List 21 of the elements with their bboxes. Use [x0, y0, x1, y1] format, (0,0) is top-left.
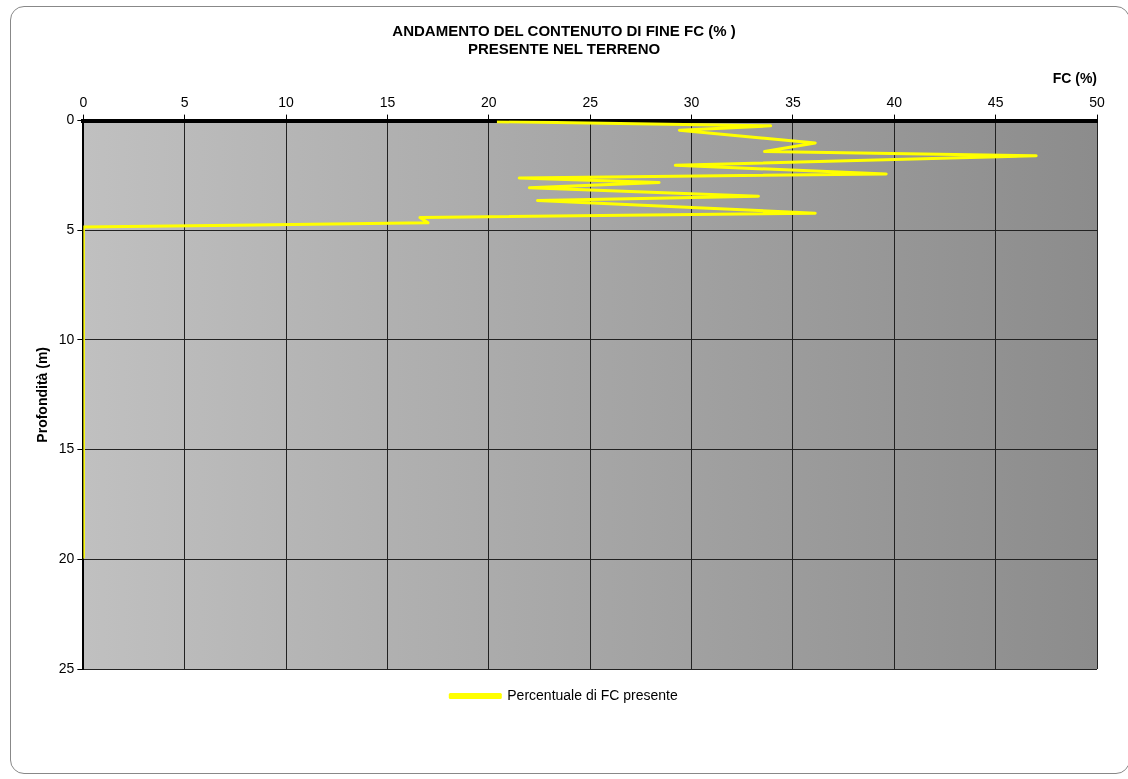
y-tick-label: 10 — [58, 330, 75, 347]
x-tick-label: 25 — [582, 94, 599, 111]
y-tick-label: 15 — [58, 440, 75, 457]
y-axis-title: Profondità (m) — [34, 346, 51, 443]
y-tick-label: 5 — [66, 221, 75, 238]
x-tick-label: 35 — [785, 94, 801, 111]
legend-label: Percentuale di FC presente — [507, 686, 678, 703]
y-tick-label: 20 — [58, 550, 75, 567]
x-tick-label: 30 — [683, 94, 700, 111]
x-tick-label: 5 — [180, 94, 189, 111]
x-tick-label: 45 — [987, 94, 1004, 111]
y-tick-label: 25 — [58, 659, 75, 676]
x-tick-label: 0 — [79, 94, 88, 111]
x-axis-title: FC (%) — [1052, 70, 1097, 87]
x-tick-label: 10 — [278, 94, 295, 111]
x-tick-label: 15 — [379, 94, 396, 111]
x-tick-label: 20 — [481, 94, 497, 111]
y-tick-label: 0 — [66, 111, 75, 128]
x-tick-label: 40 — [886, 94, 903, 111]
x-tick-label: 50 — [1089, 94, 1105, 111]
chart-title: ANDAMENTO DEL CONTENUTO DI FINE FC (% ) PRESENTE NEL TERRENO — [392, 22, 736, 58]
